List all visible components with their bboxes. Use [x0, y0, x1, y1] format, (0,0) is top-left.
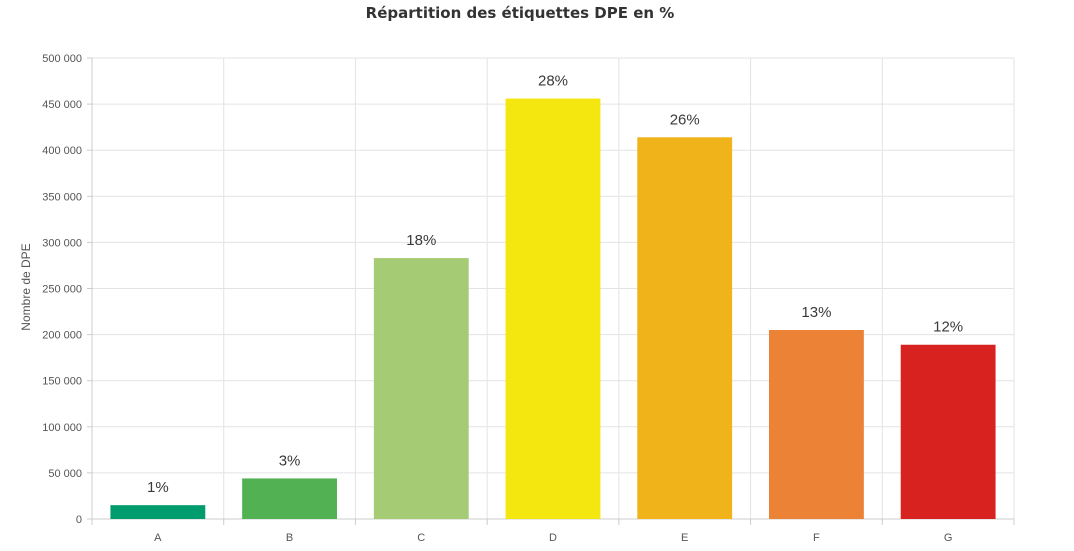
x-tick-label: F: [813, 532, 820, 544]
bar-E: [637, 137, 733, 520]
x-tick-label: B: [286, 532, 293, 544]
y-tick-label: 350 000: [42, 191, 82, 203]
x-tick-label: G: [944, 532, 953, 544]
y-tick-label: 0: [76, 514, 82, 526]
data-label-B: 3%: [279, 452, 301, 469]
x-tick-label: A: [154, 532, 162, 544]
bar-D: [505, 98, 601, 520]
y-tick-label: 150 000: [42, 376, 82, 388]
x-tick-label: E: [681, 532, 688, 544]
y-tick-label: 400 000: [42, 145, 82, 157]
y-tick-label: 100 000: [42, 422, 82, 434]
data-label-C: 18%: [406, 232, 436, 249]
y-tick-label: 250 000: [42, 284, 82, 296]
y-tick-label: 500 000: [42, 53, 82, 65]
y-tick-label: 300 000: [42, 237, 82, 249]
x-tick-label: D: [549, 532, 557, 544]
y-tick-label: 450 000: [42, 99, 82, 111]
bar-B: [242, 478, 337, 519]
data-label-F: 13%: [801, 304, 831, 321]
bar-A: [110, 505, 206, 519]
bar-G: [900, 344, 996, 519]
data-label-A: 1%: [147, 479, 169, 496]
x-tick-label: C: [417, 532, 425, 544]
data-label-E: 26%: [670, 111, 700, 128]
y-tick-label: 50 000: [48, 468, 82, 480]
bar-C: [373, 258, 469, 519]
data-label-D: 28%: [538, 73, 568, 90]
data-label-G: 12%: [933, 319, 963, 336]
y-tick-label: 200 000: [42, 330, 82, 342]
bar-F: [769, 329, 864, 519]
chart-title: Répartition des étiquettes DPE en %: [365, 4, 675, 22]
